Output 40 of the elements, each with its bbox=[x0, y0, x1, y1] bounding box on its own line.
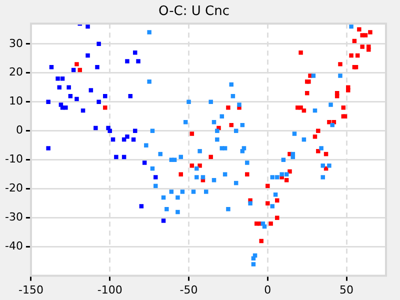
point bbox=[66, 85, 71, 90]
point bbox=[95, 64, 100, 70]
point bbox=[56, 76, 60, 81]
point bbox=[96, 100, 101, 104]
x-tick-label: -100 bbox=[97, 283, 122, 296]
y-tick-label: -40 bbox=[5, 240, 23, 253]
y-tick-label: 30 bbox=[8, 36, 23, 50]
y-tick-label: 10 bbox=[8, 94, 23, 108]
point bbox=[161, 218, 166, 223]
point bbox=[94, 126, 98, 130]
y-tick-label: -10 bbox=[5, 152, 23, 166]
point bbox=[125, 134, 130, 139]
x-tick-label: -50 bbox=[180, 283, 198, 296]
point bbox=[108, 128, 112, 133]
x-tick-label: -150 bbox=[18, 283, 44, 296]
point bbox=[125, 59, 130, 64]
point bbox=[46, 100, 50, 104]
point bbox=[86, 53, 90, 58]
point bbox=[60, 76, 65, 81]
point bbox=[74, 96, 79, 102]
point bbox=[154, 175, 158, 180]
chart-title: O-C: U Cnc bbox=[158, 4, 230, 20]
point bbox=[114, 154, 118, 160]
point bbox=[46, 146, 50, 150]
point bbox=[57, 85, 62, 90]
y-tick-label: 20 bbox=[8, 66, 23, 79]
point bbox=[103, 94, 108, 98]
y-tick-label: 0 bbox=[16, 124, 23, 137]
point bbox=[88, 88, 94, 92]
x-tick-label: 0 bbox=[264, 283, 272, 296]
x-tick-label: 50 bbox=[340, 283, 354, 296]
point bbox=[60, 106, 65, 110]
point bbox=[142, 160, 147, 165]
point bbox=[139, 204, 144, 208]
y-tick-label: -20 bbox=[5, 182, 23, 195]
point bbox=[132, 128, 138, 133]
point bbox=[136, 59, 140, 64]
y-tick-label: -30 bbox=[5, 210, 23, 224]
point bbox=[86, 24, 90, 29]
point bbox=[96, 42, 101, 46]
